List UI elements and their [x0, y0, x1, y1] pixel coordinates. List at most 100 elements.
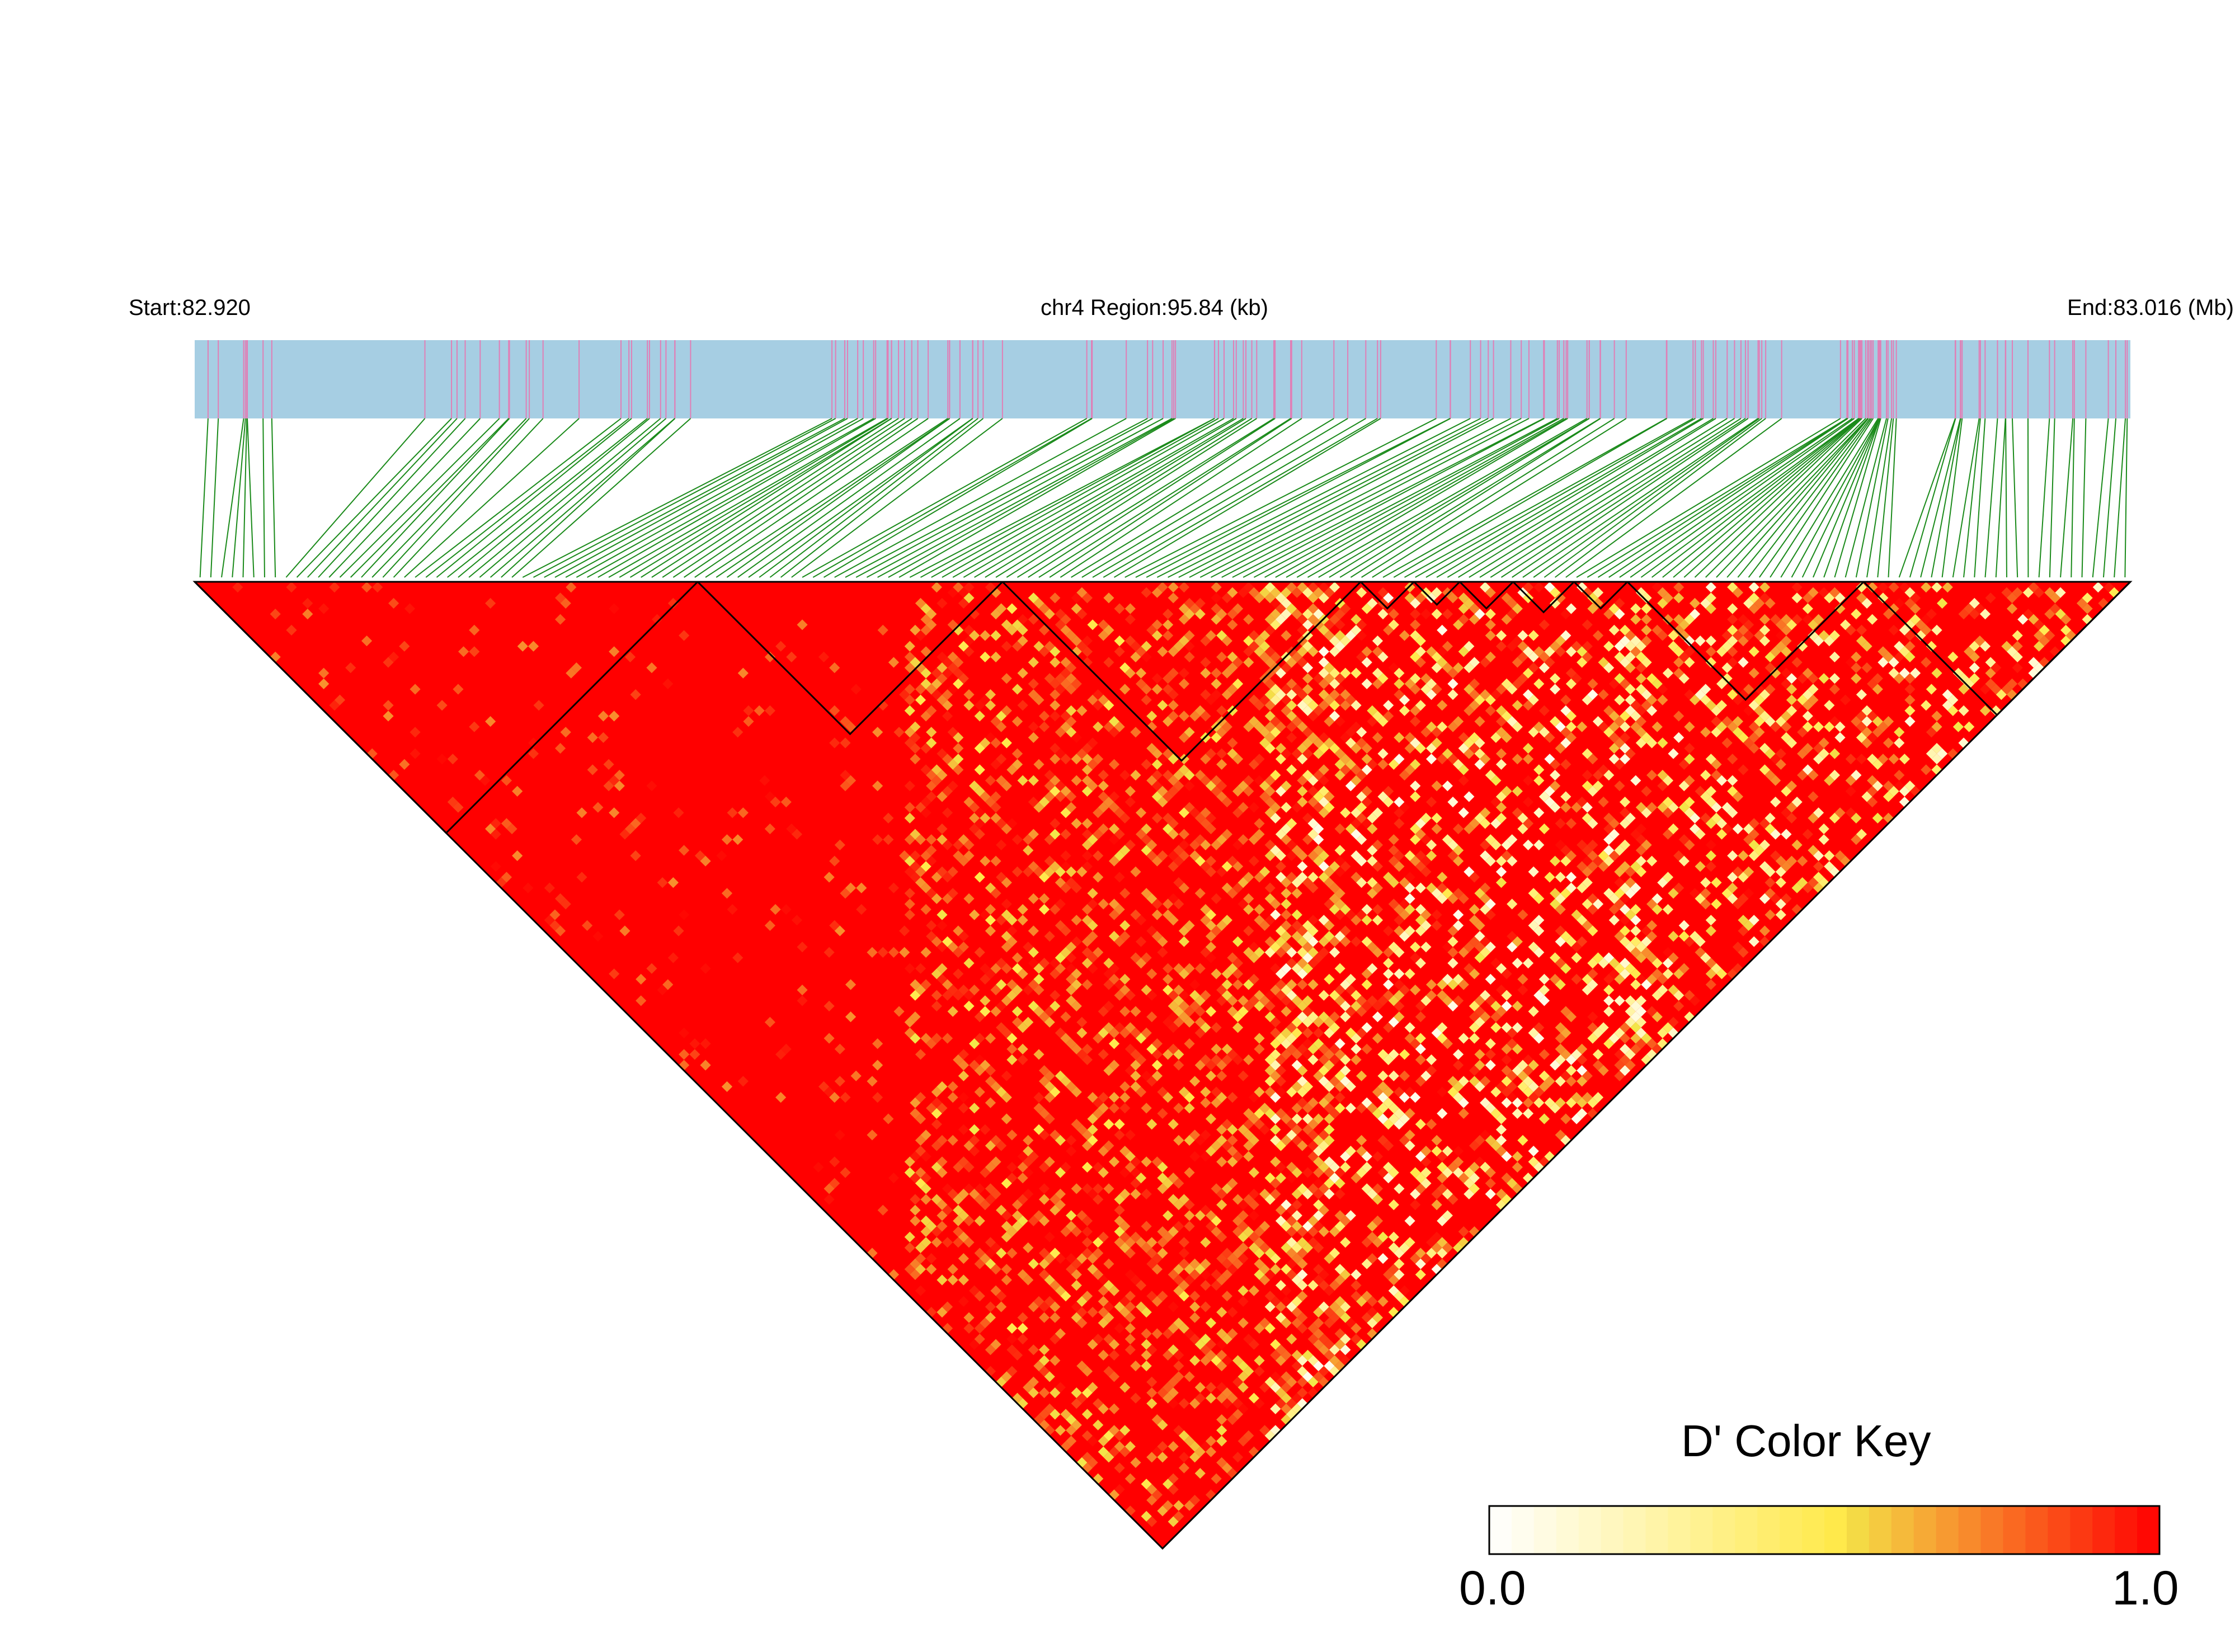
ld-cell [1163, 1328, 1174, 1339]
ld-cell [1291, 748, 1302, 759]
ld-cell [1157, 700, 1168, 711]
ld-cell [1270, 802, 1281, 813]
ld-cell [1038, 1161, 1050, 1173]
ld-cell [1571, 1113, 1582, 1124]
ld-cell [1216, 1307, 1227, 1318]
ld-cell [1565, 1054, 1577, 1065]
ld-cell [824, 1033, 835, 1044]
ld-cell [1388, 759, 1399, 770]
ld-cell [1055, 1382, 1066, 1393]
ld-cell [1173, 1317, 1184, 1329]
ld-cell [1340, 1215, 1351, 1226]
ld-cell [1108, 1038, 1120, 1049]
ld-cell [1028, 592, 1039, 604]
ld-cell [1044, 931, 1055, 942]
ld-cell [1093, 1194, 1104, 1205]
ld-cell [1017, 1334, 1028, 1345]
ld-cell [1318, 936, 1329, 947]
snp-connector [436, 418, 632, 578]
ld-cell [1071, 968, 1082, 980]
ld-cell [1635, 855, 1646, 867]
snp-connector [780, 418, 984, 578]
ld-cell [1318, 1076, 1329, 1087]
ld-cell [1243, 872, 1254, 883]
ld-cell [1361, 764, 1372, 775]
ld-cell [1168, 1322, 1179, 1334]
ld-cell [1200, 754, 1211, 765]
ld-cell [1157, 1248, 1168, 1259]
ld-cell [904, 866, 915, 877]
ld-cell [1646, 920, 1658, 931]
ld-cell [2060, 614, 2072, 625]
ld-cell [2039, 624, 2050, 636]
ld-cell [980, 630, 991, 641]
ld-cell [1066, 716, 1077, 727]
ld-cell [1437, 1161, 1448, 1173]
ld-cell [1286, 732, 1297, 743]
ld-cell [1587, 839, 1598, 850]
ld-cell [1340, 700, 1351, 711]
ld-cell [1388, 942, 1399, 953]
ld-cell [888, 882, 900, 893]
ld-cell [1307, 775, 1319, 786]
ld-cell [1555, 818, 1566, 829]
ld-cell [1264, 710, 1276, 722]
ld-cell [1565, 678, 1577, 689]
ld-cell [937, 1221, 948, 1232]
ld-cell [1383, 925, 1394, 936]
ld-cell [571, 834, 582, 845]
ld-cell [1469, 968, 1480, 980]
ld-cell [1425, 797, 1437, 808]
ld-cell [1194, 888, 1206, 899]
ld-cell [1625, 888, 1636, 899]
ld-cell [1340, 1344, 1351, 1356]
ld-cell [1538, 705, 1550, 716]
ld-cell [1705, 850, 1716, 862]
ld-cell [1216, 1070, 1227, 1081]
ld-cell [1447, 1161, 1458, 1173]
ld-cell [1264, 839, 1276, 850]
ld-cell [1404, 882, 1415, 893]
snp-connector [2081, 418, 2087, 578]
ld-cell [1124, 603, 1136, 614]
ld-cell [1200, 861, 1211, 872]
ld-cell [1399, 1049, 1410, 1060]
ld-cell [1528, 1146, 1539, 1157]
ld-cell [1050, 657, 1061, 668]
ld-cell [1168, 1484, 1179, 1495]
ld-cell [953, 1226, 964, 1237]
ld-cell [904, 963, 915, 974]
snp-connector [759, 418, 973, 578]
ld-cell [1625, 630, 1636, 641]
ld-cell [1318, 1301, 1329, 1312]
ld-cell [1388, 1049, 1399, 1060]
ld-cell [1748, 721, 1759, 732]
snp-connector [1522, 418, 1759, 578]
ld-cell [845, 1011, 857, 1023]
ld-cell [1797, 727, 1808, 738]
ld-cell [1367, 823, 1378, 835]
ld-cell [624, 823, 636, 835]
ld-cell [1351, 872, 1362, 883]
snp-connector [1974, 418, 1986, 578]
ld-cell [1415, 1248, 1426, 1259]
ld-cell [1173, 1500, 1184, 1511]
ld-cell [1678, 630, 1690, 641]
snp-connector [651, 418, 899, 578]
ld-cell [990, 802, 1001, 813]
ld-cell [1474, 995, 1485, 1006]
ld-cell [1453, 909, 1464, 920]
ld-cell [1264, 936, 1276, 947]
ld-cell [1630, 1022, 1641, 1033]
snp-connector [247, 418, 255, 578]
ld-cell [528, 737, 539, 749]
ld-cell [1286, 818, 1297, 829]
ld-cell [1281, 597, 1292, 609]
ld-cell [1248, 1092, 1259, 1103]
ld-cell [1495, 855, 1507, 867]
ld-cell [1232, 678, 1244, 689]
ld-cell [1114, 1430, 1125, 1441]
ld-cell [1038, 1065, 1050, 1076]
snp-connector [1146, 418, 1451, 578]
snp-connector [629, 418, 892, 578]
